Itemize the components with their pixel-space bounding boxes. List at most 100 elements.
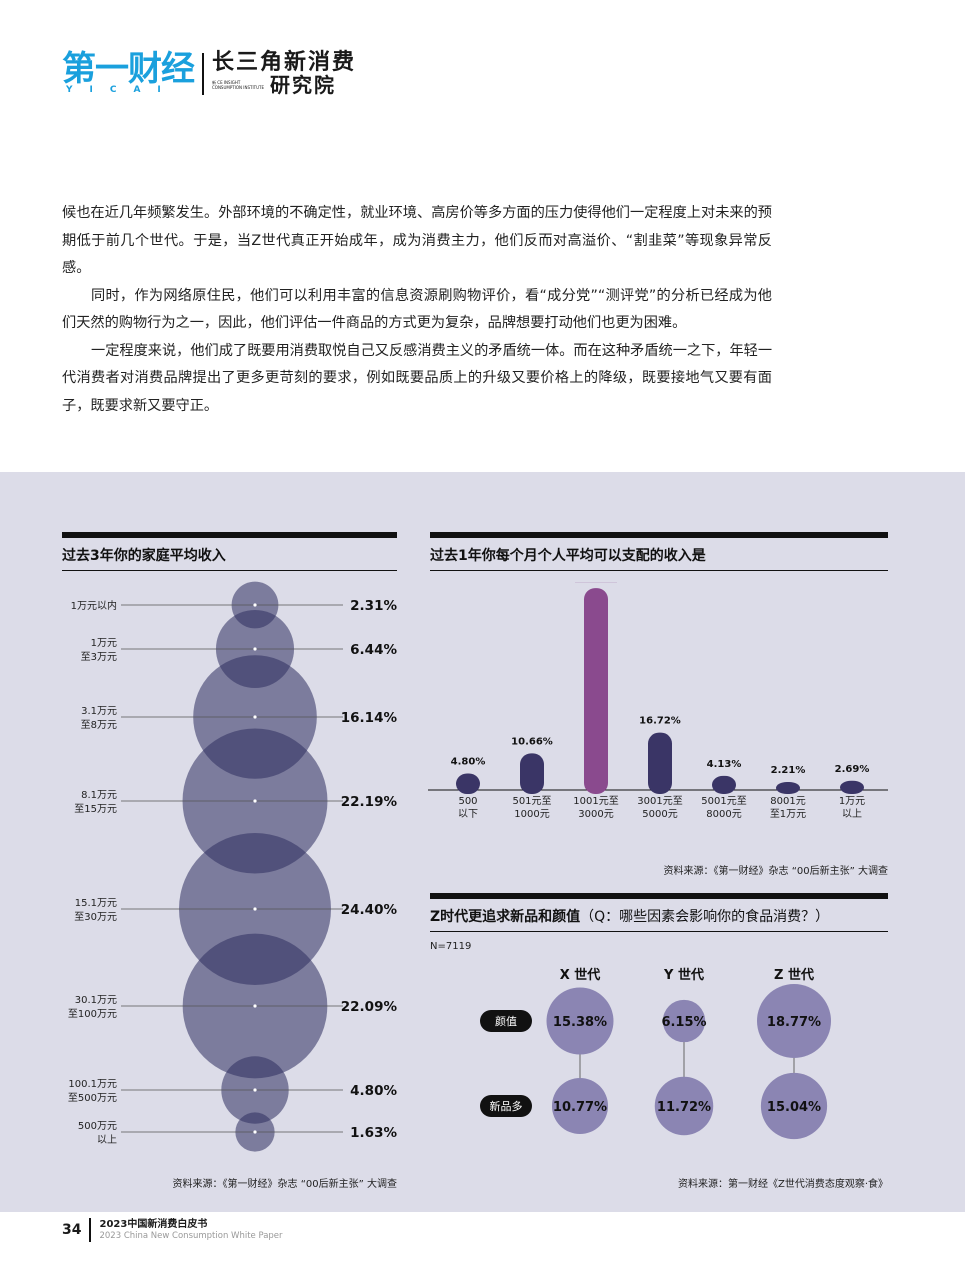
page-footer: 34 2023中国新消费白皮书 2023 China New Consumpti… [62, 1218, 283, 1242]
bubble-category-label: 3.1万元 [81, 706, 117, 717]
chart2-title-rule [430, 570, 888, 571]
bubble-category-label: 30.1万元 [75, 995, 117, 1006]
generation-column-header: Y 世代 [663, 967, 704, 983]
footer-title-en: 2023 China New Consumption White Paper [99, 1230, 283, 1241]
chart3-title: Z时代更追求新品和颜值 [430, 909, 581, 925]
bar [776, 782, 800, 794]
yicai-logo-text: 第一财经 [62, 49, 195, 89]
bar-category-label: 以上 [842, 808, 862, 820]
generation-bubble-value: 15.04% [767, 1100, 821, 1115]
institute-logo-line2: 研究院 [270, 73, 336, 97]
bar-category-label: 5001元至 [701, 795, 746, 807]
bar [840, 780, 864, 794]
bubble-value-label: 6.44% [350, 642, 397, 658]
bar-category-label: 1000元 [514, 809, 549, 820]
bar [456, 773, 480, 794]
generation-bubble [551, 1077, 609, 1135]
bubble-value-label: 1.63% [350, 1125, 397, 1141]
bubble-value-label: 22.19% [341, 794, 398, 810]
generation-bubble-value: 6.15% [661, 1015, 706, 1030]
chart-panel: 过去3年你的家庭平均收入 1万元以内 2.31% 1万元 至3万元 6.44% 3.1万元… [0, 472, 965, 1212]
bubble-category-label: 至30万元 [74, 911, 117, 923]
row-label-pill [480, 1010, 532, 1032]
bar-value-label: 4.80% [451, 757, 486, 768]
paragraph: 一定程度来说，他们成了既要用消费取悦自己又反感消费主义的矛盾统一体。而在这种矛盾… [62, 342, 773, 414]
generation-column-header: Z 世代 [774, 967, 814, 983]
bar-category-label: 以下 [458, 809, 478, 820]
bar-category-label: 501元至 [512, 795, 551, 807]
bubble-center-dot [253, 907, 257, 911]
generation-bubble [760, 1072, 828, 1140]
generation-bubble-value: 11.72% [657, 1100, 711, 1115]
bar [520, 753, 544, 794]
bubble-category-label: 15.1万元 [75, 898, 117, 909]
generation-bubble [654, 1076, 714, 1136]
generation-bubble-value: 10.77% [553, 1100, 607, 1115]
bubble-center-dot [253, 799, 257, 803]
bubble-center-dot [253, 1130, 257, 1134]
generation-column-header: X 世代 [560, 967, 601, 983]
footer-title-cn: 2023中国新消费白皮书 [99, 1218, 208, 1230]
bar-value-label: 2.21% [771, 765, 806, 776]
yicai-logo: 第一财经 YICAI [62, 52, 195, 95]
bubble-category-label: 至3万元 [81, 651, 117, 663]
bar [712, 775, 736, 794]
institute-logo: 长三角新消费 新 CE INSIGHT CONSUMPTION INSTITUT… [212, 50, 357, 97]
generation-bubble [546, 987, 614, 1055]
article-body: 候也在近几年频繁发生。外部环境的不确定性，就业环境、高房价等多方面的压力使得他们… [62, 200, 772, 420]
header: 第一财经 YICAI 长三角新消费 新 CE INSIGHT CONSUMPTI… [62, 48, 356, 100]
generation-bubble-value: 18.77% [767, 1015, 821, 1030]
bar-category-label: 3000元 [578, 809, 613, 820]
bar [648, 732, 672, 794]
logo-divider [202, 53, 204, 95]
chart3-title-wrap: Z时代更追求新品和颜值（Q：哪些因素会影响你的食品消费？） [430, 906, 829, 926]
bubble-value-label: 22.09% [341, 999, 398, 1015]
bubble-category-label: 以上 [97, 1134, 117, 1146]
bubble-value-label: 2.31% [350, 598, 397, 614]
bubble-category-label: 1万元以内 [71, 599, 117, 612]
monthly-income-bar-chart: 4.80%500以下10.66%501元至1000元58.79%1001元至30… [428, 582, 888, 820]
paragraph: 候也在近几年频繁发生。外部环境的不确定性，就业环境、高房价等多方面的压力使得他们… [62, 205, 772, 276]
bubble-category-label: 至100万元 [68, 1008, 117, 1020]
bubble-category-label: 1万元 [91, 638, 117, 649]
bar-category-label: 3001元至 [637, 795, 682, 807]
footer-divider [89, 1218, 92, 1242]
bubble-category-label: 100.1万元 [68, 1079, 117, 1090]
row-label: 颜值 [495, 1015, 517, 1028]
chart3-title-rule [430, 931, 888, 932]
bar-category-label: 1万元 [839, 796, 865, 807]
bubble-center-dot [253, 1088, 257, 1092]
bubble-center-dot [253, 715, 257, 719]
generation-bubble-value: 15.38% [553, 1015, 607, 1030]
bubble-category-label: 500万元 [78, 1121, 117, 1132]
bar [584, 588, 608, 794]
page-number: 34 [62, 1222, 82, 1238]
chart3-subtitle: （Q：哪些因素会影响你的食品消费？） [580, 909, 830, 925]
bubble-category-label: 至500万元 [68, 1092, 117, 1104]
chart2-source: 资料来源：《第一财经》杂志 “00后新主张” 大调查 [663, 866, 888, 877]
bar-value-label: 16.72% [639, 716, 681, 727]
bubble-center-dot [253, 647, 257, 651]
chart3-top-bar [430, 893, 888, 899]
bubble-value-label: 16.14% [341, 710, 398, 726]
chart1-top-bar [62, 532, 397, 538]
bubble-category-label: 至8万元 [81, 719, 117, 731]
bar-value-label: 4.13% [707, 759, 742, 770]
bubble-category-label: 8.1万元 [81, 790, 117, 801]
bar-category-label: 8001元 [770, 796, 805, 807]
institute-logo-tiny: 新 CE INSIGHT CONSUMPTION INSTITUTE [212, 80, 264, 90]
paragraph: 同时，作为网络原住民，他们可以利用丰富的信息资源刷购物评价，看“成分党”“测评党… [62, 287, 772, 332]
chart1-title: 过去3年你的家庭平均收入 [62, 548, 226, 564]
bubble-value-label: 24.40% [341, 902, 398, 918]
bar-category-label: 至1万元 [770, 808, 806, 820]
bubble-center-dot [253, 603, 257, 607]
yicai-logo-sub: YICAI [66, 85, 178, 95]
chart1-title-rule [62, 570, 397, 571]
bar-category-label: 8000元 [706, 809, 741, 820]
institute-logo-line1: 长三角新消费 [212, 50, 357, 75]
bubble-center-dot [253, 1004, 257, 1008]
bar-category-label: 1001元至 [573, 795, 618, 807]
chart3-n-label: N=7119 [430, 941, 472, 952]
